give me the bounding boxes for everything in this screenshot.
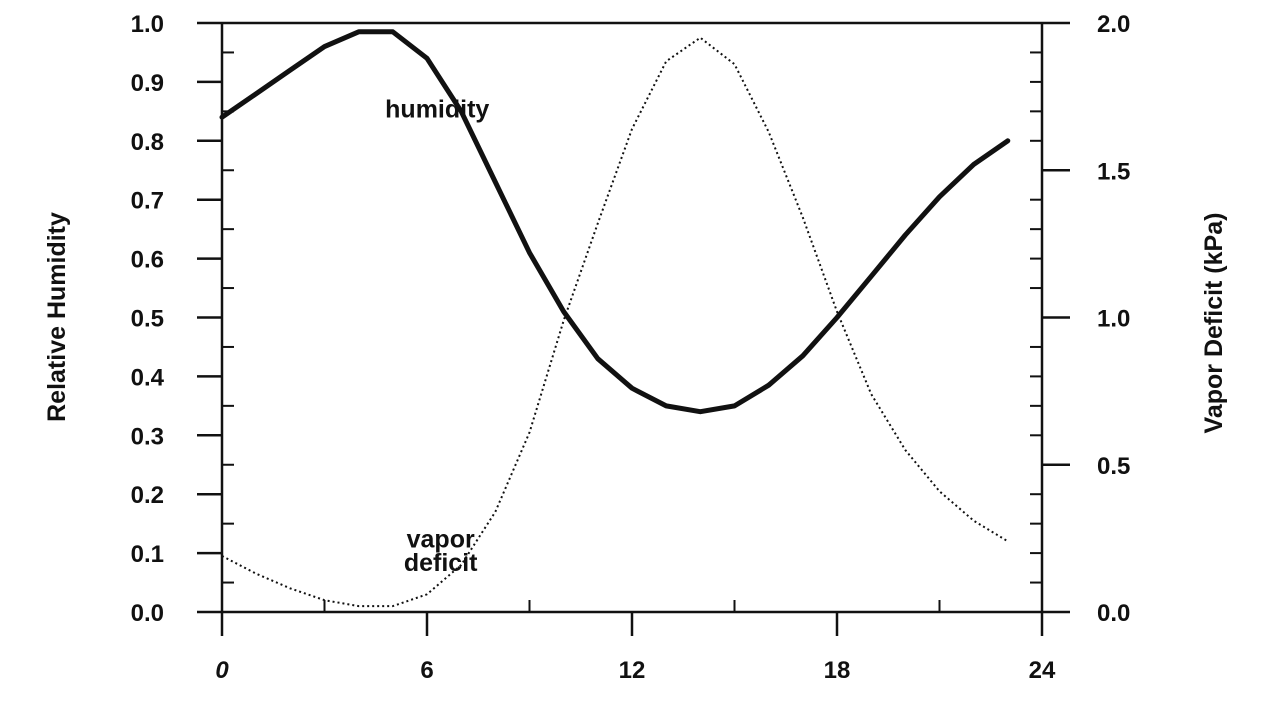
tick-labels: 0.0 0.1 0.2 0.3 0.4 0.5 0.6 0.7 0.8 0.9 1.0 0.0 0.5 1… bbox=[131, 11, 1131, 684]
annotation-label: humidity bbox=[385, 95, 489, 123]
y-tick-label: 0.6 bbox=[131, 247, 164, 274]
humidity-line bbox=[219, 29, 1011, 415]
series-lines bbox=[219, 29, 1011, 608]
y2-tick-label: 2.0 bbox=[1097, 11, 1130, 38]
y-tick-label: 0.0 bbox=[131, 600, 164, 627]
y-tick-label: 0.4 bbox=[131, 364, 165, 391]
annotation-label: vapor bbox=[407, 525, 475, 553]
y2-tick-label: 1.0 bbox=[1097, 306, 1130, 333]
y-tick-label: 0.9 bbox=[131, 70, 164, 97]
x-tick-label: 12 bbox=[619, 657, 646, 684]
y2-tick-label: 0.5 bbox=[1097, 453, 1130, 480]
y-tick-label: 0.2 bbox=[131, 482, 164, 509]
x-tick-label: 18 bbox=[824, 657, 851, 684]
annotation-label: deficit bbox=[404, 549, 478, 577]
y-tick-label: 0.3 bbox=[131, 423, 164, 450]
y-tick-label: 0.7 bbox=[131, 188, 164, 215]
y-axis-title: Relative Humidity bbox=[43, 212, 71, 422]
tick-marks bbox=[197, 21, 1070, 636]
y2-tick-label: 1.5 bbox=[1097, 158, 1130, 185]
y-tick-label: 1.0 bbox=[131, 11, 164, 38]
y-tick-label: 0.1 bbox=[131, 541, 164, 568]
x-tick-label: 6 bbox=[420, 657, 433, 684]
vapor-deficit-line bbox=[221, 36, 1009, 608]
y-tick-label: 0.8 bbox=[131, 129, 164, 156]
y-tick-label: 0.5 bbox=[131, 306, 164, 333]
x-tick-label: 0 bbox=[215, 657, 229, 684]
y2-axis-title: Vapor Deficit (kPa) bbox=[1200, 213, 1228, 434]
y2-tick-label: 0.0 bbox=[1097, 600, 1130, 627]
plot-frame bbox=[220, 21, 1044, 614]
x-tick-label: 24 bbox=[1029, 657, 1056, 684]
